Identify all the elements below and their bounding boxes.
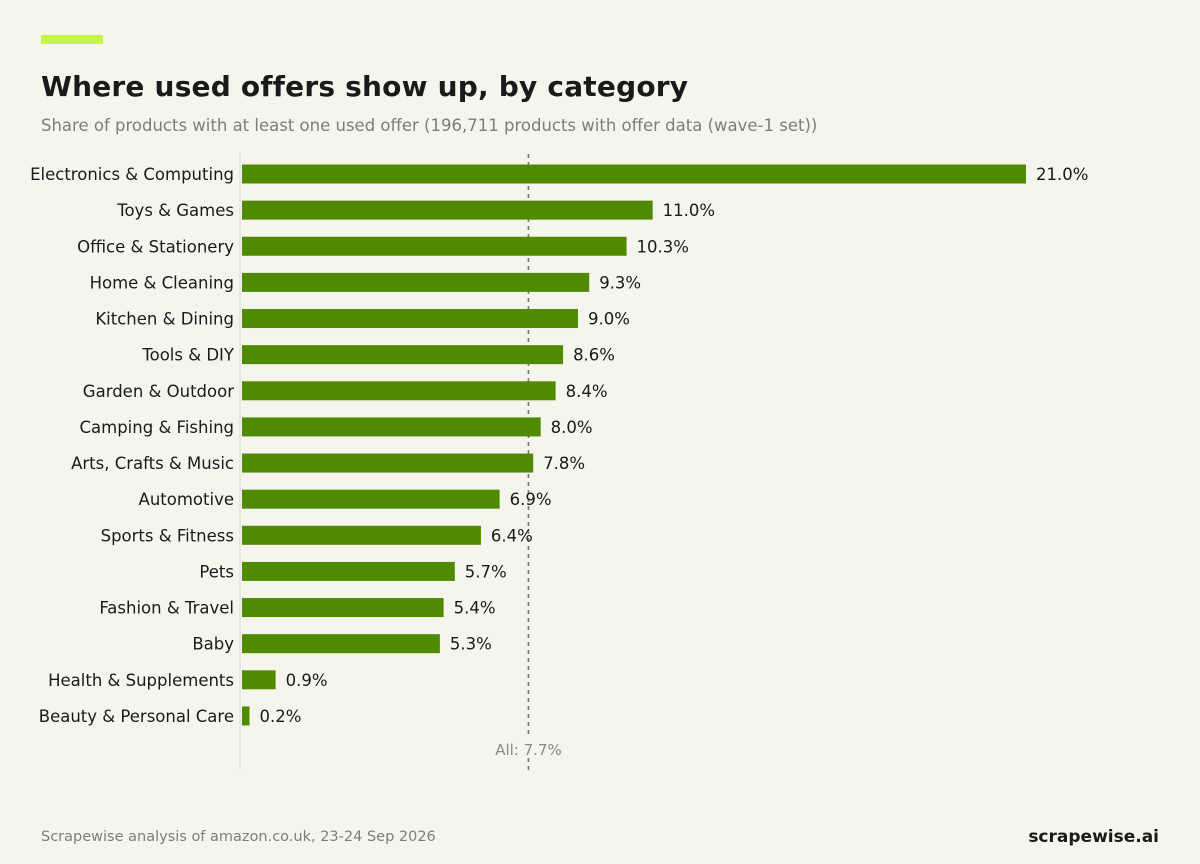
- bar: [242, 489, 500, 509]
- reference-line-label: All: 7.7%: [495, 741, 562, 759]
- source-note: Scrapewise analysis of amazon.co.uk, 23-…: [41, 829, 436, 845]
- bar: [242, 236, 627, 256]
- category-label: Garden & Outdoor: [83, 382, 234, 401]
- bar: [242, 706, 250, 726]
- value-label: 0.9%: [286, 671, 328, 690]
- category-label: Automotive: [139, 490, 234, 509]
- bar: [242, 634, 440, 654]
- value-label: 9.3%: [599, 273, 641, 292]
- value-label: 8.4%: [566, 382, 608, 401]
- category-label: Tools & DIY: [141, 346, 235, 365]
- bar: [242, 453, 534, 473]
- category-label: Pets: [199, 562, 234, 581]
- value-label: 6.4%: [491, 526, 533, 545]
- category-label: Kitchen & Dining: [95, 310, 234, 329]
- category-label: Health & Supplements: [48, 671, 234, 690]
- category-label: Beauty & Personal Care: [39, 707, 234, 726]
- value-label: 9.0%: [588, 310, 630, 329]
- category-label: Office & Stationery: [77, 237, 234, 256]
- category-label: Baby: [192, 635, 234, 654]
- bar: [242, 525, 481, 545]
- value-label: 8.0%: [551, 418, 593, 437]
- bar: [242, 164, 1026, 184]
- bar: [242, 345, 564, 365]
- bar: [242, 561, 455, 581]
- value-label: 6.9%: [510, 490, 552, 509]
- bar: [242, 417, 541, 437]
- category-label: Toys & Games: [116, 201, 234, 220]
- value-label: 11.0%: [663, 201, 715, 220]
- chart-title: Where used offers show up, by category: [41, 70, 689, 103]
- bar: [242, 381, 556, 401]
- category-label: Sports & Fitness: [101, 526, 234, 545]
- value-label: 10.3%: [637, 237, 689, 256]
- bar: [242, 670, 276, 690]
- value-label: 8.6%: [573, 346, 615, 365]
- bar: [242, 272, 590, 292]
- bar: [242, 598, 444, 618]
- value-label: 0.2%: [259, 707, 301, 726]
- value-label: 5.3%: [450, 635, 492, 654]
- value-label: 5.4%: [454, 599, 496, 618]
- bar: [242, 200, 653, 220]
- category-label: Electronics & Computing: [30, 165, 234, 184]
- category-label: Home & Cleaning: [90, 273, 234, 292]
- category-label: Arts, Crafts & Music: [71, 454, 234, 473]
- category-label: Fashion & Travel: [99, 599, 234, 618]
- brand-logo-text: scrapewise.ai: [1028, 827, 1159, 847]
- category-label: Camping & Fishing: [80, 418, 235, 437]
- bar: [242, 309, 578, 329]
- value-label: 7.8%: [543, 454, 585, 473]
- value-label: 5.7%: [465, 562, 507, 581]
- accent-bar: [41, 35, 103, 44]
- value-label: 21.0%: [1036, 165, 1088, 184]
- chart-subtitle: Share of products with at least one used…: [41, 116, 818, 135]
